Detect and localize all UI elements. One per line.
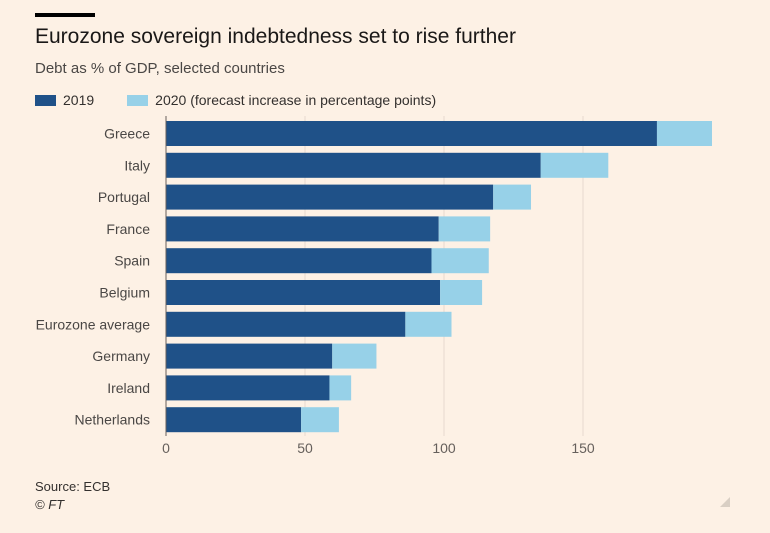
category-label-netherlands: Netherlands bbox=[75, 412, 151, 428]
legend-swatch-2019 bbox=[35, 94, 56, 106]
legend-item-2020: 2020 (forecast increase in percentage po… bbox=[127, 92, 436, 108]
bar-eurozone-average-2019 bbox=[166, 311, 406, 337]
legend-swatch-2020 bbox=[127, 94, 149, 106]
bar-netherlands-2020 bbox=[301, 407, 339, 433]
bar-belgium-2020 bbox=[440, 280, 483, 305]
category-label-eurozone-average: Eurozone average bbox=[36, 316, 151, 332]
bar-italy-2020 bbox=[540, 152, 609, 178]
bar-france-2020 bbox=[438, 216, 491, 242]
bar-portugal-2020 bbox=[493, 184, 532, 210]
bar-spain-2019 bbox=[166, 248, 432, 274]
bar-greece-2019 bbox=[166, 121, 657, 146]
bar-eurozone-average-2020 bbox=[405, 311, 452, 337]
category-label-germany: Germany bbox=[92, 348, 150, 364]
category-label-spain: Spain bbox=[114, 253, 150, 269]
legend-label-2020: 2020 (forecast increase in percentage po… bbox=[155, 92, 437, 108]
legend-label-2019: 2019 bbox=[63, 92, 95, 108]
bar-portugal-2019 bbox=[166, 184, 494, 210]
category-label-greece: Greece bbox=[104, 126, 150, 142]
source-note: Source: ECB bbox=[35, 479, 111, 494]
bar-germany-2019 bbox=[166, 343, 333, 369]
bar-belgium-2019 bbox=[166, 280, 441, 305]
category-label-italy: Italy bbox=[124, 157, 150, 173]
x-tick-label-150: 150 bbox=[571, 440, 595, 456]
top-accent-bar bbox=[35, 13, 95, 17]
chart-title: Eurozone sovereign indebtedness set to r… bbox=[35, 25, 516, 48]
x-tick-label-50: 50 bbox=[297, 440, 313, 456]
chart-legend: 2019 2020 (forecast increase in percenta… bbox=[35, 91, 469, 109]
x-tick-label-0: 0 bbox=[162, 440, 170, 456]
bar-ireland-2020 bbox=[329, 375, 352, 401]
bar-netherlands-2019 bbox=[166, 407, 302, 433]
category-label-portugal: Portugal bbox=[98, 189, 150, 205]
category-label-ireland: Ireland bbox=[107, 380, 150, 396]
bar-france-2019 bbox=[166, 216, 439, 242]
category-label-france: France bbox=[106, 221, 150, 237]
chart-subtitle: Debt as % of GDP, selected countries bbox=[35, 60, 285, 77]
copyright-note: © FT bbox=[35, 497, 65, 512]
bar-germany-2020 bbox=[332, 343, 377, 369]
legend-item-2019: 2019 bbox=[35, 92, 94, 108]
category-label-belgium: Belgium bbox=[99, 285, 150, 301]
bar-ireland-2019 bbox=[166, 375, 330, 401]
resize-corner-icon bbox=[720, 497, 730, 507]
x-tick-label-100: 100 bbox=[432, 440, 456, 456]
bar-greece-2020 bbox=[656, 121, 712, 146]
bar-italy-2019 bbox=[166, 152, 541, 178]
bar-spain-2020 bbox=[431, 248, 489, 274]
